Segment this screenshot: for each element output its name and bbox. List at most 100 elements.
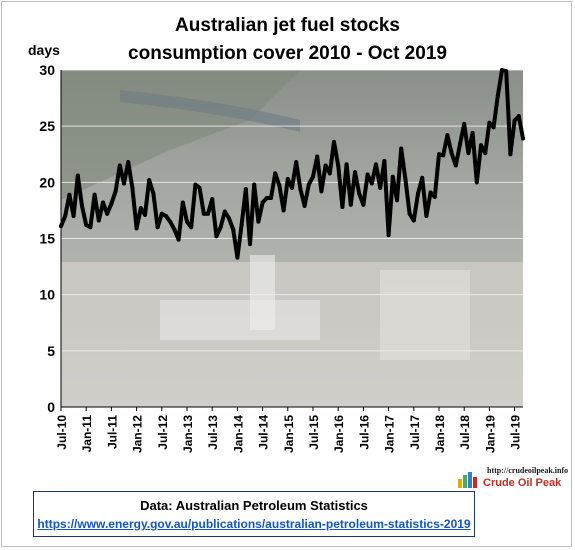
data-point <box>67 192 72 197</box>
x-axis: Jul-10 Jan-11 Jul-11 Jan-12 Jul-12 Jan-13 Jul-… <box>55 406 523 453</box>
data-point <box>395 198 399 203</box>
x-tick-label: Jul-10 <box>55 415 69 450</box>
data-point <box>273 171 278 176</box>
data-point <box>500 68 504 72</box>
data-point <box>432 194 437 199</box>
brand-url[interactable]: http://crudeoilpeak.info <box>487 466 569 475</box>
data-point <box>365 172 370 177</box>
data-point <box>243 187 248 192</box>
data-point <box>138 206 143 211</box>
data-point <box>75 173 80 178</box>
data-point <box>105 211 110 216</box>
y-tick-label: 25 <box>39 118 55 134</box>
data-point <box>332 139 336 144</box>
data-point <box>88 225 93 230</box>
data-point <box>239 223 244 228</box>
x-tick-label: Jul-17 <box>408 415 422 450</box>
data-point <box>386 233 391 238</box>
data-point <box>382 158 387 163</box>
source-title: Data: Australian Petroleum Statistics <box>140 498 368 513</box>
data-point <box>369 181 374 186</box>
data-point <box>248 242 252 247</box>
x-tick-label: Jan-19 <box>483 415 497 453</box>
data-point <box>466 151 471 156</box>
data-point <box>353 170 357 175</box>
data-point <box>487 120 492 125</box>
data-point <box>479 143 483 148</box>
x-tick-label: Jul-15 <box>307 415 321 450</box>
data-point <box>218 225 223 230</box>
data-point <box>235 255 240 260</box>
y-tick-label: 30 <box>39 62 55 78</box>
data-point <box>281 208 286 213</box>
data-point <box>113 189 118 194</box>
data-point <box>344 162 349 167</box>
data-point <box>290 185 294 190</box>
x-tick-label: Jul-13 <box>206 415 220 450</box>
data-point <box>260 200 265 205</box>
data-point <box>231 227 236 232</box>
data-point <box>420 175 425 180</box>
data-point <box>516 114 521 119</box>
data-point <box>323 163 328 168</box>
data-point <box>407 211 412 216</box>
data-point <box>441 153 446 158</box>
brand-name: Crude Oil Peak <box>483 477 562 489</box>
y-tick-label: 20 <box>39 174 55 190</box>
x-tick-label: Jan-16 <box>332 415 346 453</box>
data-point <box>143 212 147 217</box>
y-tick-label: 5 <box>47 343 55 359</box>
data-point <box>327 171 332 176</box>
data-point <box>508 152 513 157</box>
data-point <box>453 163 458 168</box>
x-tick-label: Jan-13 <box>181 415 195 453</box>
data-point <box>63 214 68 219</box>
data-point <box>449 151 454 156</box>
data-point <box>504 69 509 74</box>
data-point <box>147 178 152 183</box>
data-point <box>101 200 105 205</box>
x-tick-label: Jan-15 <box>282 415 296 453</box>
data-point <box>168 219 173 224</box>
data-point <box>180 200 185 205</box>
data-point <box>399 146 404 151</box>
data-point <box>117 163 122 168</box>
data-point <box>122 181 126 186</box>
data-point <box>206 211 210 216</box>
data-point <box>227 216 231 221</box>
data-point <box>458 142 462 147</box>
x-tick-label: Jul-16 <box>357 415 371 450</box>
data-point <box>315 154 320 159</box>
data-point <box>319 189 324 194</box>
data-point <box>306 182 311 187</box>
chart-title-line-1: Australian jet fuel stocks <box>175 15 400 36</box>
brand-logo[interactable]: http://crudeoilpeak.info Crude Oil Peak <box>457 466 569 494</box>
x-tick-label: Jan-14 <box>231 415 245 453</box>
series-group <box>59 68 525 260</box>
data-point <box>256 219 261 224</box>
data-point <box>403 176 408 181</box>
y-tick-label: 0 <box>47 399 55 415</box>
data-point <box>495 93 500 98</box>
data-point <box>269 196 273 201</box>
data-point <box>512 118 517 123</box>
data-point <box>264 196 269 201</box>
x-tick-label: Jan-17 <box>383 415 397 453</box>
y-tick-label: 10 <box>39 287 55 303</box>
data-point <box>445 133 450 138</box>
source-link[interactable]: https://www.energy.gov.au/publications/a… <box>37 517 471 531</box>
data-point <box>437 152 441 157</box>
data-point <box>96 218 101 223</box>
data-point <box>252 182 257 187</box>
x-tick-label: Jul-18 <box>458 415 472 450</box>
data-point <box>361 202 366 207</box>
data-point <box>424 214 429 219</box>
x-tick-label: Jan-18 <box>433 415 447 453</box>
data-point <box>189 225 194 230</box>
data-point <box>340 205 345 210</box>
data-point <box>84 223 89 228</box>
data-source-box: Data: Australian Petroleum Statistics ht… <box>33 491 475 537</box>
data-point <box>164 214 168 219</box>
